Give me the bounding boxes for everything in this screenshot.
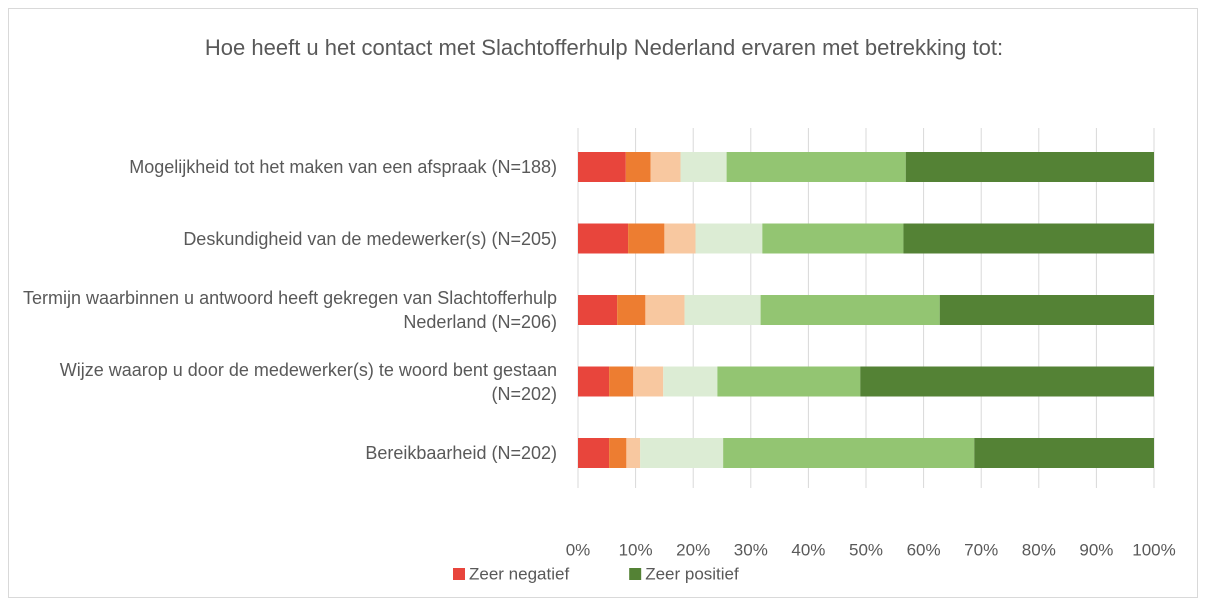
- legend-label: Zeer negatief: [469, 564, 569, 583]
- x-tick-label: 70%: [964, 540, 998, 559]
- x-tick-label: 10%: [619, 540, 653, 559]
- bar-segment: [609, 366, 634, 397]
- x-tick-label: 100%: [1132, 540, 1175, 559]
- x-tick-label: 30%: [734, 540, 768, 559]
- bar-segment: [860, 366, 1154, 397]
- bar-segment: [726, 152, 906, 182]
- bar-segment: [578, 295, 618, 325]
- bar-segment: [578, 223, 629, 254]
- bar-segment: [625, 152, 651, 182]
- bar-segment: [645, 295, 685, 325]
- legend-label: Zeer positief: [645, 564, 739, 583]
- bar-segment: [903, 223, 1154, 254]
- category-label: Bereikbaarheid (N=202): [365, 443, 557, 463]
- category-label: Termijn waarbinnen u antwoord heeft gekr…: [22, 288, 557, 332]
- bar-segment: [578, 152, 626, 182]
- bar-segment: [717, 366, 861, 397]
- bar-segment: [628, 223, 665, 254]
- bar-segment: [680, 152, 727, 182]
- x-tick-label: 90%: [1079, 540, 1113, 559]
- bar-segment: [664, 223, 696, 254]
- x-tick-label: 60%: [907, 540, 941, 559]
- x-tick-label: 20%: [676, 540, 710, 559]
- chart-title: Hoe heeft u het contact met Slachtofferh…: [204, 35, 1004, 60]
- legend-swatch: [629, 568, 642, 580]
- x-tick-label: 80%: [1022, 540, 1056, 559]
- bar-segment: [626, 438, 641, 468]
- legend-swatch: [453, 568, 465, 580]
- bar-segment: [723, 438, 975, 468]
- bar-segment: [617, 295, 646, 325]
- x-tick-label: 0%: [566, 540, 591, 559]
- bar-segment: [762, 223, 904, 254]
- bar-segment: [578, 438, 610, 468]
- bar-segment: [695, 223, 763, 254]
- bar-segment: [609, 438, 627, 468]
- category-label: Wijze waarop u door de medewerker(s) te …: [59, 359, 557, 404]
- category-label: Deskundigheid van de medewerker(s) (N=20…: [183, 228, 557, 249]
- bar-segment: [939, 295, 1154, 325]
- bar-segment: [905, 152, 1154, 182]
- x-tick-label: 50%: [849, 540, 883, 559]
- bar-segment: [684, 295, 761, 325]
- bar-segment: [974, 438, 1154, 468]
- bar-segment: [633, 366, 664, 397]
- bar-segment: [663, 366, 718, 397]
- x-tick-label: 40%: [791, 540, 825, 559]
- bar-segment: [640, 438, 724, 468]
- chart-frame: [8, 8, 1198, 598]
- bar-segment: [760, 295, 940, 325]
- bar-segment: [578, 366, 610, 397]
- bar-segment: [650, 152, 681, 182]
- category-label: Mogelijkheid tot het maken van een afspr…: [129, 157, 557, 177]
